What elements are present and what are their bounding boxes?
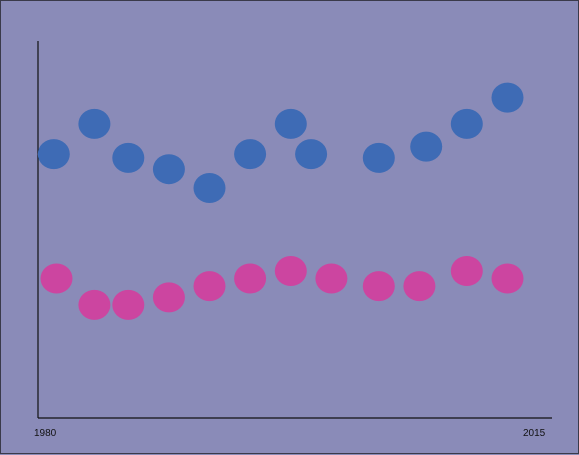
x-tick-label-end: 2015 bbox=[523, 428, 546, 439]
series-2-point-5 bbox=[193, 271, 226, 302]
series-1-point-2 bbox=[78, 108, 111, 139]
series-2-point-7 bbox=[274, 256, 307, 286]
series-1-point-7 bbox=[274, 108, 307, 139]
series-1-point-10 bbox=[410, 131, 443, 162]
series-2-point-3 bbox=[112, 289, 145, 320]
series-1-point-12 bbox=[491, 82, 524, 113]
series-1-point-3 bbox=[112, 142, 145, 173]
x-tick-label-start: 1980 bbox=[34, 428, 57, 439]
series-2-point-12 bbox=[491, 263, 524, 294]
series-2-point-10 bbox=[403, 271, 436, 302]
series-1-point-4 bbox=[152, 154, 185, 185]
series-1-point-6 bbox=[234, 139, 267, 170]
series-2-point-11 bbox=[450, 256, 483, 286]
series-1-point-5 bbox=[193, 173, 226, 203]
data-points bbox=[37, 82, 524, 320]
series-1-point-1 bbox=[37, 139, 70, 170]
series-2-point-8 bbox=[315, 263, 348, 294]
series-1-point-9 bbox=[362, 142, 395, 173]
series-1-point-8 bbox=[295, 139, 328, 170]
series-2-point-6 bbox=[234, 263, 267, 294]
series-2-point-2 bbox=[78, 289, 111, 320]
series-2-point-4 bbox=[152, 282, 185, 313]
series-2-point-1 bbox=[40, 263, 73, 294]
series-2-point-9 bbox=[362, 271, 395, 302]
series-1-point-11 bbox=[450, 108, 483, 139]
